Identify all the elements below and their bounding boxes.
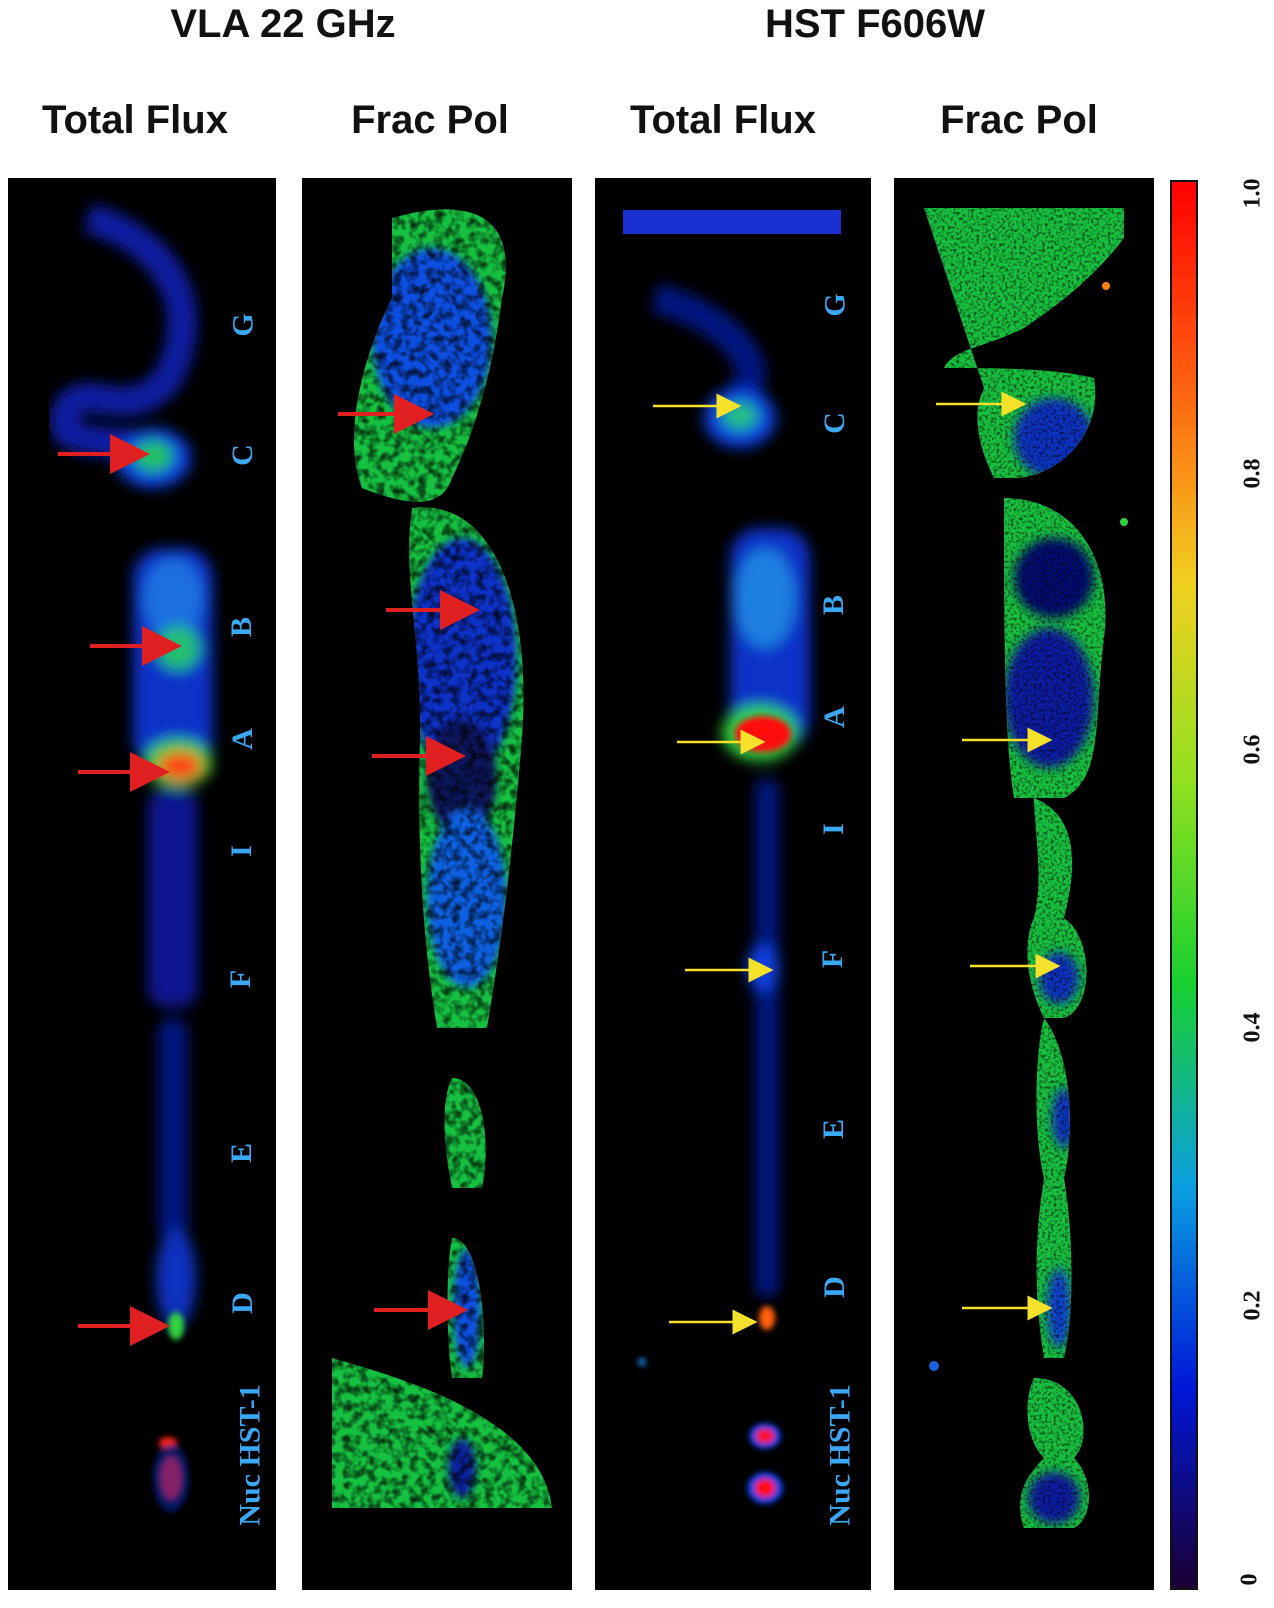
panel-title-vla-pol: Frac Pol xyxy=(351,98,509,142)
knot-label-i-hst: I xyxy=(816,823,850,835)
knot-label-i-vla: I xyxy=(224,845,258,857)
hst-flux-image xyxy=(623,210,841,1504)
knot-label-c-vla: C xyxy=(225,444,259,466)
colorbar xyxy=(1170,180,1198,1590)
knot-label-g-hst: G xyxy=(818,293,852,317)
knot-label-e-hst: E xyxy=(817,1118,851,1140)
knot-label-b-hst: B xyxy=(817,594,851,616)
colorbar-gradient xyxy=(1172,182,1196,1588)
panel-vla-frac-pol xyxy=(302,178,572,1590)
panel-hst-total-flux xyxy=(595,178,871,1590)
colorbar-tick-0-6: 0.6 xyxy=(1239,734,1266,765)
knot-label-nuc-vla: Nuc HST-1 xyxy=(233,1384,267,1526)
panel-vla-total-flux xyxy=(8,178,276,1590)
knot-label-d-hst: D xyxy=(817,1276,851,1298)
panel-title-vla-flux: Total Flux xyxy=(42,98,228,142)
knot-label-a-hst: A xyxy=(817,706,851,728)
group-title-hst: HST F606W xyxy=(764,2,986,46)
knot-label-g-vla: G xyxy=(226,313,260,337)
panel-title-hst-flux: Total Flux xyxy=(630,98,816,142)
hst-pol-image xyxy=(924,208,1128,1528)
colorbar-tick-0: 0 xyxy=(1236,1573,1263,1586)
panel-hst-frac-pol xyxy=(894,178,1154,1590)
vla-pol-image xyxy=(332,209,552,1508)
knot-label-e-vla: E xyxy=(225,1142,259,1164)
knot-label-c-hst: C xyxy=(817,412,851,434)
colorbar-tick-0-2: 0.2 xyxy=(1239,1290,1266,1321)
vla-flux-image xyxy=(49,203,213,1512)
colorbar-tick-1-0: 1.0 xyxy=(1239,178,1266,209)
knot-label-a-vla: A xyxy=(225,728,259,750)
knot-label-f-vla: F xyxy=(224,969,258,989)
knot-label-d-vla: D xyxy=(225,1292,259,1314)
group-title-vla: VLA 22 GHz xyxy=(170,2,396,46)
panel-title-hst-pol: Frac Pol xyxy=(940,98,1098,142)
knot-label-f-hst: F xyxy=(816,949,850,969)
colorbar-tick-0-4: 0.4 xyxy=(1239,1012,1266,1043)
knot-label-nuc-hst: Nuc HST-1 xyxy=(823,1384,857,1526)
knot-label-b-vla: B xyxy=(225,616,259,638)
colorbar-tick-0-8: 0.8 xyxy=(1239,458,1266,489)
